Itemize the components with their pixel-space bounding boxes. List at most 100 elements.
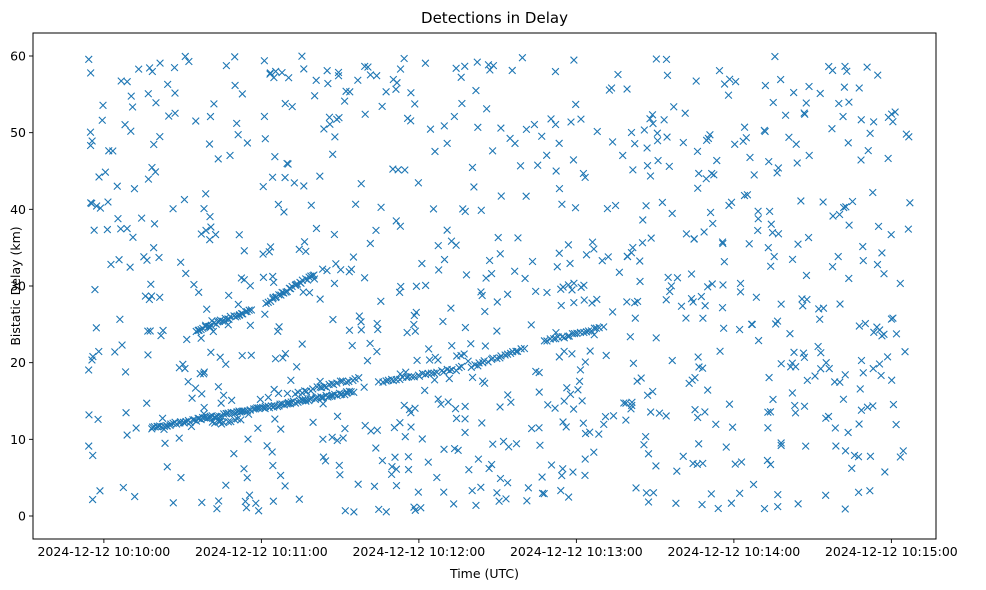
detection-point [96, 204, 105, 212]
detection-point [864, 146, 873, 155]
detection-point [642, 489, 651, 497]
detection-point [84, 55, 93, 64]
detection-point [694, 353, 702, 361]
detection-point [234, 300, 243, 309]
y-tick-label: 40 [10, 202, 26, 217]
detection-point [708, 219, 717, 228]
detection-point [273, 327, 282, 336]
detection-point [815, 315, 824, 324]
detection-point [769, 395, 777, 404]
detection-point [214, 497, 223, 505]
detection-point [199, 370, 208, 378]
detection-point [901, 347, 909, 356]
detection-point [854, 488, 863, 497]
detection-point [847, 464, 856, 473]
detection-point [581, 358, 590, 366]
detection-point [434, 266, 443, 274]
detection-point [668, 209, 676, 218]
detection-point [702, 136, 711, 145]
detection-point [825, 364, 834, 373]
detection-point [425, 356, 434, 364]
detection-point [537, 132, 546, 141]
detection-point [202, 305, 211, 313]
detection-point [448, 365, 456, 374]
detection-point [300, 182, 308, 190]
detection-point [334, 68, 343, 77]
detection-point [244, 410, 253, 419]
detection-point [421, 59, 430, 67]
detection-point [111, 348, 119, 356]
detection-point [206, 112, 215, 121]
detection-point [629, 166, 637, 174]
detection-point [114, 214, 122, 223]
detection-point [727, 499, 736, 507]
detection-point [786, 363, 795, 371]
detection-point [831, 424, 840, 432]
detection-point [377, 203, 385, 212]
detection-point [404, 465, 413, 474]
detection-point [378, 102, 386, 111]
detection-point [694, 440, 703, 448]
detection-point [773, 317, 782, 325]
detection-point [323, 266, 331, 275]
detection-point [191, 384, 200, 392]
detection-point [411, 327, 420, 335]
detection-point [669, 103, 678, 111]
detection-point [233, 312, 242, 320]
detection-point [410, 100, 419, 108]
detection-point [608, 138, 617, 146]
detection-point [699, 314, 707, 323]
detection-point [558, 200, 566, 209]
detection-point [768, 228, 777, 237]
detection-point [786, 329, 794, 338]
detection-point [693, 147, 702, 156]
detection-point [580, 296, 589, 304]
detection-point [802, 271, 811, 280]
detection-point [392, 481, 401, 490]
detection-point [609, 411, 618, 420]
detection-point [207, 223, 215, 231]
detection-point [577, 115, 585, 123]
detection-point [608, 308, 617, 316]
detection-point [243, 473, 252, 482]
detection-point [740, 191, 749, 200]
detection-point [578, 397, 586, 405]
detection-point [605, 86, 614, 94]
detection-point [387, 470, 396, 479]
detection-point [627, 401, 636, 410]
detection-point [336, 377, 345, 385]
detection-point [841, 62, 849, 71]
detection-point [707, 169, 716, 178]
detection-point [642, 201, 650, 210]
detection-point [403, 328, 411, 337]
detection-point [478, 419, 486, 427]
detection-point [424, 345, 433, 353]
detection-point [560, 347, 568, 356]
detection-point [394, 165, 402, 174]
detection-point [630, 139, 639, 148]
y-tick-label: 10 [10, 432, 26, 447]
detection-point [528, 257, 537, 266]
detection-point [300, 65, 308, 73]
detection-point [316, 172, 324, 180]
detection-point [107, 260, 115, 269]
detection-point [310, 275, 319, 283]
detection-point [372, 444, 380, 452]
detection-point [743, 190, 752, 199]
detection-point [604, 253, 613, 261]
detection-point [889, 400, 898, 409]
detection-point [547, 461, 556, 469]
detection-point [570, 56, 578, 64]
detection-point [562, 423, 570, 431]
detection-point [84, 442, 93, 450]
detection-point [873, 260, 882, 269]
detection-point [260, 112, 269, 121]
detection-point [822, 414, 830, 423]
detection-point [771, 52, 779, 61]
detection-point [457, 362, 466, 371]
detection-point [445, 374, 454, 383]
detection-point [360, 383, 368, 391]
detection-point [439, 317, 447, 326]
detection-point [802, 99, 811, 107]
